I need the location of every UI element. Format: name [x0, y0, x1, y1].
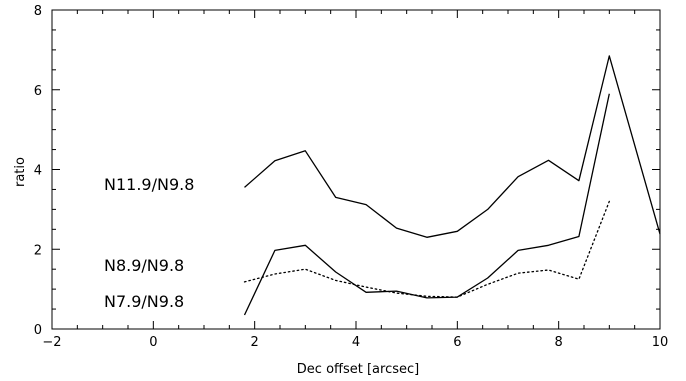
x-tick-label: 6 — [453, 335, 461, 350]
x-axis-ticks: −2 0 2 4 6 8 10 — [42, 10, 668, 350]
x-tick-label: 10 — [652, 335, 669, 350]
y-tick-label: 8 — [34, 4, 42, 19]
x-tick-label: 4 — [352, 335, 360, 350]
y-tick-label: 0 — [34, 323, 42, 338]
x-tick-label: 8 — [555, 335, 563, 350]
x-axis-label: Dec offset [arcsec] — [297, 362, 419, 377]
y-tick-label: 4 — [34, 164, 42, 179]
x-tick-label: 2 — [251, 335, 259, 350]
series-line-0 — [244, 55, 661, 238]
series-label-n8-9: N8.9/N9.8 — [104, 256, 184, 275]
x-tick-label: 0 — [149, 335, 157, 350]
y-axis-ticks: 0 2 4 6 8 — [34, 4, 660, 338]
plot-frame — [51, 9, 661, 330]
series-label-n7-9: N7.9/N9.8 — [104, 292, 184, 311]
plot-border — [51, 9, 661, 330]
series-label-n11-9: N11.9/N9.8 — [104, 175, 194, 194]
series-line-1 — [243, 93, 610, 316]
y-tick-label: 6 — [34, 84, 42, 99]
series-line-2 — [243, 200, 610, 298]
x-tick-label: −2 — [42, 335, 61, 350]
series-lines — [243, 55, 661, 316]
y-axis-label: ratio — [13, 157, 28, 187]
y-tick-label: 2 — [34, 243, 42, 258]
